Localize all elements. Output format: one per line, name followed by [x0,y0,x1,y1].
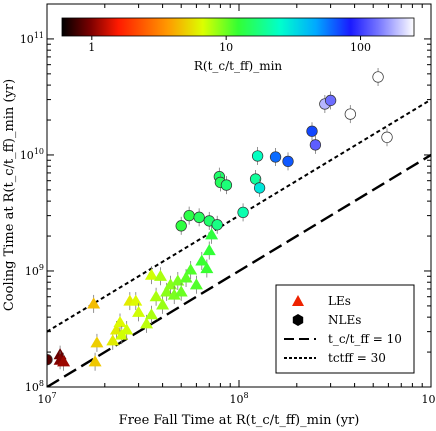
le-point-17 [149,290,163,302]
x-tick-label-2: 109 [421,391,436,406]
le-point-19 [156,298,170,310]
legend-label-0: LEs [328,294,351,308]
colorbar-tick-label-2: 100 [350,41,371,54]
le-point-4 [88,355,102,367]
axis-ticks: 10710810910810910101011 [20,3,436,406]
nle-point-14 [282,155,294,168]
nle-point-12 [253,182,266,194]
nle-point-3 [193,211,205,223]
colorbar-tick-label-0: 1 [88,41,95,54]
colorbar-tick-label-1: 10 [219,41,233,54]
colorbar-label: R(t_c/t_ff)_min [194,59,283,73]
le-point-30 [202,244,216,256]
nle-point-5 [211,219,223,231]
le-point-5 [90,336,104,348]
legend-circle-marker [292,314,304,326]
colorbar: 1 10 100 R(t_c/t_ff)_min [61,17,415,73]
legend-label-2: t_c/t_ff = 10 [328,332,402,346]
le-point-21 [164,278,178,290]
y-tick-label-1: 109 [25,263,44,278]
legend-triangle-marker [292,295,304,306]
le-point-31 [205,228,219,240]
nle-point-8 [220,179,233,191]
le-point-8 [113,315,127,328]
le-point-28 [195,254,209,266]
legend-label-3: tctff = 30 [328,351,386,365]
legend: LEs NLEs t_c/t_ff = 10 tctff = 30 [275,284,415,374]
nle-point-19 [344,108,356,120]
x-tick-label-1: 108 [229,391,248,406]
le-point-23 [171,274,185,286]
nle-point-18 [324,94,337,107]
le-point-22 [167,288,181,300]
le-point-29 [200,262,214,274]
data-points [47,67,393,371]
le-point-15 [144,308,158,320]
le-point-2 [57,355,71,367]
nle-point-20 [372,71,384,83]
le-point-13 [132,305,146,317]
colorbar-gradient [61,17,415,37]
le-point-6 [106,334,120,346]
le-point-25 [179,271,193,283]
y-tick-label-2: 1010 [20,147,44,162]
nle-point-13 [269,151,282,163]
nle-point-11 [251,150,264,162]
ratio-line-1 [47,153,431,387]
x-tick-label-0: 107 [37,391,56,406]
y-tick-label-0: 108 [25,379,44,394]
le-point-20 [160,285,174,297]
legend-label-1: NLEs [328,313,361,327]
x-axis-label: Free Fall Time at R(t_c/t_ff)_min (yr) [119,413,360,428]
le-point-26 [184,263,198,275]
le-point-18 [153,269,167,281]
le-point-12 [129,294,143,306]
le-point-27 [189,278,203,290]
le-point-10 [120,323,134,335]
le-point-14 [140,317,154,329]
y-tick-label-3: 1011 [20,31,44,46]
nle-point-15 [306,125,318,137]
le-point-3 [87,297,101,309]
le-point-7 [109,323,123,335]
nle-point-21 [381,131,393,143]
nle-point-9 [237,206,249,219]
nle-point-1 [175,220,187,232]
y-axis-label: Cooling Time at R(t_c/t_ff)_min (yr) [2,79,17,311]
nle-point-2 [183,209,195,222]
le-point-24 [174,285,188,297]
nle-point-16 [309,139,322,151]
le-point-16 [144,268,158,280]
